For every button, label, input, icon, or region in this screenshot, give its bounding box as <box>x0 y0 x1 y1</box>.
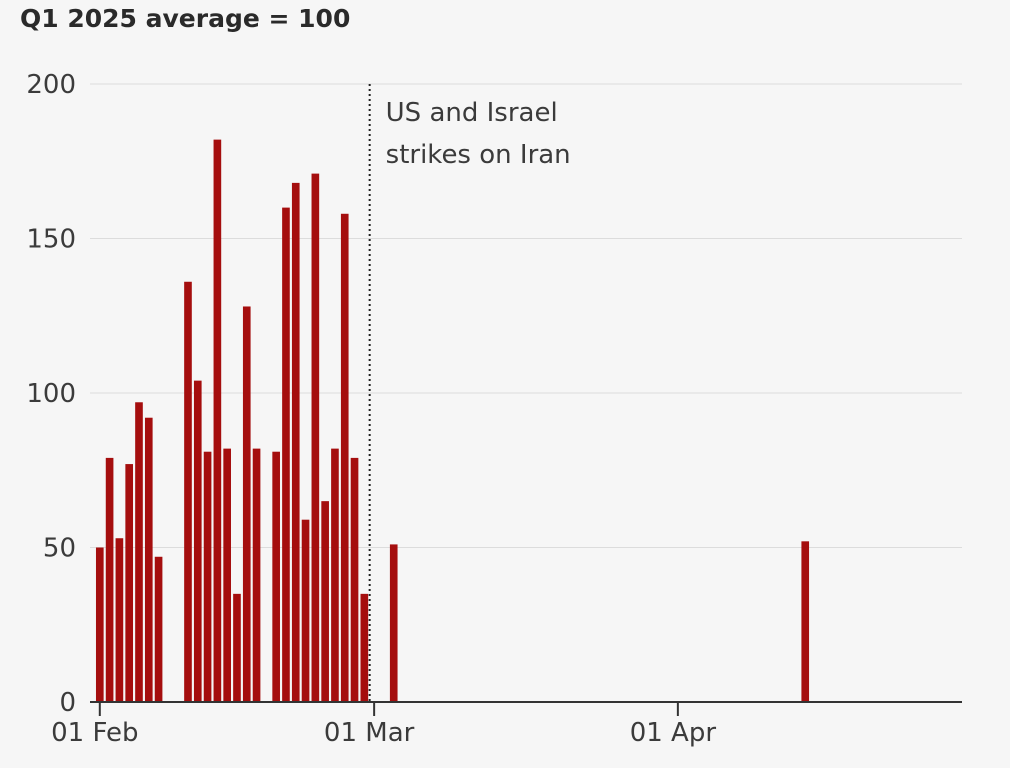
bar <box>105 457 114 702</box>
bar <box>350 457 359 702</box>
x-tick-label: 01 Mar <box>324 718 415 748</box>
y-tick-label: 200 <box>26 70 76 100</box>
bar <box>291 182 300 702</box>
grid-lines: 0 50 100 150 200 <box>26 70 962 718</box>
bar <box>340 213 349 702</box>
bar <box>144 417 153 702</box>
bar <box>272 451 280 702</box>
chart-subtitle: Q1 2025 average = 100 <box>20 4 351 33</box>
bar <box>321 501 329 702</box>
x-tick-label: 01 Apr <box>630 718 717 748</box>
bar <box>801 541 810 702</box>
bars <box>95 139 810 703</box>
annotation-text: strikes on Iran <box>386 140 571 170</box>
bar <box>360 593 369 702</box>
bar <box>154 556 163 702</box>
bar <box>125 464 134 702</box>
y-tick-label: 150 <box>26 225 76 255</box>
bar <box>389 544 398 702</box>
bar <box>233 593 241 702</box>
x-axis: 01 Feb 01 Mar 01 Apr <box>51 701 962 748</box>
bar <box>282 207 290 702</box>
x-tick-label: 01 Feb <box>51 718 138 748</box>
y-tick-label: 0 <box>59 688 76 718</box>
y-tick-label: 100 <box>26 379 76 409</box>
annotation-text: US and Israel <box>386 98 558 128</box>
bar <box>301 519 310 702</box>
bar <box>193 380 202 702</box>
bar <box>242 306 251 702</box>
bar <box>184 281 192 702</box>
bar <box>252 448 261 702</box>
bar <box>311 173 320 703</box>
bar <box>115 538 124 702</box>
bar <box>203 451 212 702</box>
bar <box>331 448 339 702</box>
bar <box>135 402 143 702</box>
bar <box>213 139 222 702</box>
bar <box>95 547 104 702</box>
annotation-layer: US and Israel strikes on Iran <box>368 84 571 702</box>
bar <box>223 448 231 702</box>
y-tick-label: 50 <box>43 534 76 564</box>
